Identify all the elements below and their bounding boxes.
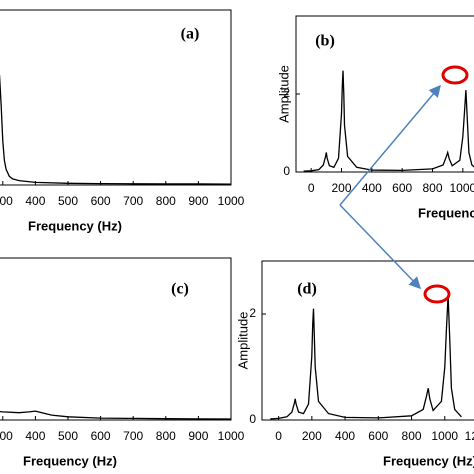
x-tick-label: 600: [368, 429, 388, 443]
x-tick-label: 400: [25, 429, 45, 443]
x-tick-label: 800: [402, 429, 422, 443]
x-tick-label: 0: [308, 181, 315, 195]
arrow: [339, 204, 422, 290]
x-tick-label: 700: [123, 194, 143, 208]
plot-frame: [0, 257, 232, 421]
panel-label: (b): [315, 33, 335, 50]
panel-label: (d): [297, 281, 317, 298]
x-tick-label: 400: [362, 181, 382, 195]
x-axis-title: Frequency (Hz): [23, 453, 117, 468]
x-axis-title: Frequency (Hz): [383, 453, 474, 468]
x-tick-label: 1000: [218, 429, 245, 443]
x-tick-label: 1000: [431, 429, 458, 443]
x-tick-label: 400: [335, 429, 355, 443]
y-tick-label: 2: [249, 306, 256, 320]
y-axis-title: Amplitude: [235, 312, 250, 370]
panel-label: (a): [181, 26, 200, 43]
plot-frame: [261, 260, 474, 421]
plots: 300 400 500 600 700 800 900 1000 (a) Frequency (H…: [0, 9, 474, 468]
x-tick-label: 0: [275, 429, 282, 443]
x-tick-label: 900: [188, 194, 208, 208]
x-tick-label: 900: [188, 429, 208, 443]
x-tick-label: 1000: [218, 194, 245, 208]
highlight-circle: [423, 284, 451, 304]
x-tick-label: 600: [91, 194, 111, 208]
x-tick-label: 300: [0, 194, 13, 208]
x-tick-label: 600: [91, 429, 111, 443]
x-tick-label: 800: [156, 194, 176, 208]
spectrum-line: [303, 70, 474, 172]
y-tick-label: 2: [283, 86, 290, 100]
x-tick-label: 500: [58, 429, 78, 443]
highlight-circle: [441, 65, 469, 85]
x-tick-label: 1000: [449, 181, 474, 195]
x-tick-label: 200: [331, 181, 351, 195]
spectrum-line: [0, 74, 232, 185]
y-tick-label: 0: [283, 164, 290, 178]
x-axis-title: Frequency (Hz): [418, 205, 474, 220]
x-tick-label: 200: [302, 429, 322, 443]
spectrum-line: [0, 410, 232, 420]
x-tick-label: 800: [156, 429, 176, 443]
panel-label: (c): [171, 281, 189, 298]
x-tick-label: 300: [0, 429, 13, 443]
arrow: [339, 84, 441, 206]
x-tick-label: 600: [392, 181, 412, 195]
x-tick-label: 800: [422, 181, 442, 195]
spectrum-line: [270, 295, 462, 420]
x-tick-label: 400: [25, 194, 45, 208]
x-axis-title: Frequency (Hz): [28, 218, 122, 233]
x-tick-label: 500: [58, 194, 78, 208]
y-axis-title: Amplitude: [276, 65, 291, 123]
y-tick-label: 0: [249, 412, 256, 426]
x-tick-label: 700: [123, 429, 143, 443]
x-tick-label: 1200: [465, 429, 474, 443]
